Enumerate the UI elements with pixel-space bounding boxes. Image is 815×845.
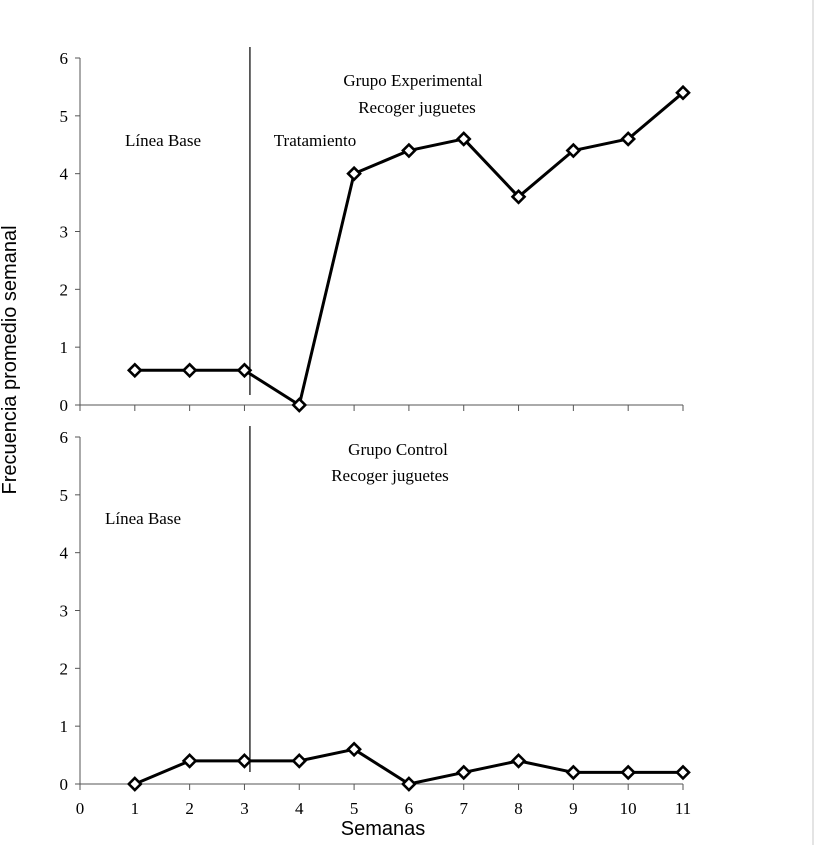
annotation-title-line2: Recoger juguetes	[358, 98, 476, 117]
y-tick-label: 5	[60, 486, 69, 505]
data-point-marker	[675, 764, 691, 781]
annotation-baseline-label: Línea Base	[105, 509, 181, 528]
data-point-marker	[510, 188, 527, 205]
y-axis-title: Frecuencia promedio semanal	[0, 225, 21, 494]
data-point-marker	[510, 753, 527, 769]
y-tick-label: 2	[60, 659, 69, 678]
x-tick-label: 7	[459, 799, 468, 818]
annotation-baseline-label: Línea Base	[125, 131, 201, 150]
series-line	[134, 91, 684, 407]
data-point-marker	[181, 753, 198, 769]
data-point-marker	[401, 142, 417, 159]
y-tick-label: 3	[60, 602, 69, 621]
x-tick-label: 6	[405, 799, 414, 818]
data-point-marker	[291, 753, 308, 769]
data-point-marker	[236, 753, 253, 769]
data-point-marker	[455, 131, 472, 147]
y-tick-label: 4	[60, 165, 69, 184]
y-tick-label: 2	[60, 280, 69, 299]
data-point-marker	[346, 165, 362, 182]
x-tick-label: 10	[620, 799, 637, 818]
data-point-marker	[181, 362, 198, 379]
x-tick-label: 4	[295, 799, 304, 818]
y-tick-label: 3	[60, 223, 69, 242]
x-tick-label: 3	[240, 799, 249, 818]
data-point-marker	[126, 362, 143, 379]
panel-bottom: 0 1 2 3 4 5 6 0 1 2 3 4 5 6 7 8 9 10 11 Grupo Control Recoge…	[60, 426, 691, 818]
x-tick-label: 1	[131, 799, 140, 818]
data-point-marker	[620, 764, 637, 781]
y-tick-label: 6	[60, 428, 69, 447]
data-point-marker	[455, 764, 472, 781]
y-tick-label: 0	[60, 775, 69, 794]
annotation-title-line1: Grupo Control	[348, 440, 448, 459]
data-point-marker	[565, 764, 582, 781]
y-tick-label: 0	[60, 396, 69, 415]
x-tick-label: 2	[185, 799, 194, 818]
y-tick-label: 1	[60, 338, 69, 357]
x-tick-label: 8	[514, 799, 523, 818]
data-point-marker	[346, 741, 362, 758]
y-tick-label: 1	[60, 717, 69, 736]
panel-top: 0 1 2 3 4 5 6 Grupo Experimental Recoger juguete…	[60, 47, 691, 415]
x-tick-label: 0	[76, 799, 85, 818]
data-point-marker	[401, 776, 417, 792]
x-tick-label: 11	[675, 799, 691, 818]
data-point-marker	[291, 397, 308, 413]
x-tick-label: 9	[569, 799, 578, 818]
data-point-marker	[126, 776, 143, 792]
y-tick-label: 5	[60, 107, 69, 126]
annotation-treatment-label: Tratamiento	[274, 131, 356, 150]
annotation-title-line1: Grupo Experimental	[343, 71, 483, 90]
y-tick-label: 4	[60, 544, 69, 563]
data-point-marker	[620, 131, 637, 147]
data-point-marker	[565, 142, 582, 159]
data-point-marker	[236, 362, 253, 379]
x-tick-label: 5	[350, 799, 359, 818]
data-point-marker	[675, 84, 691, 101]
x-axis-title: Semanas	[341, 818, 426, 840]
y-tick-label: 6	[60, 49, 69, 68]
annotation-title-line2: Recoger juguetes	[331, 466, 449, 485]
